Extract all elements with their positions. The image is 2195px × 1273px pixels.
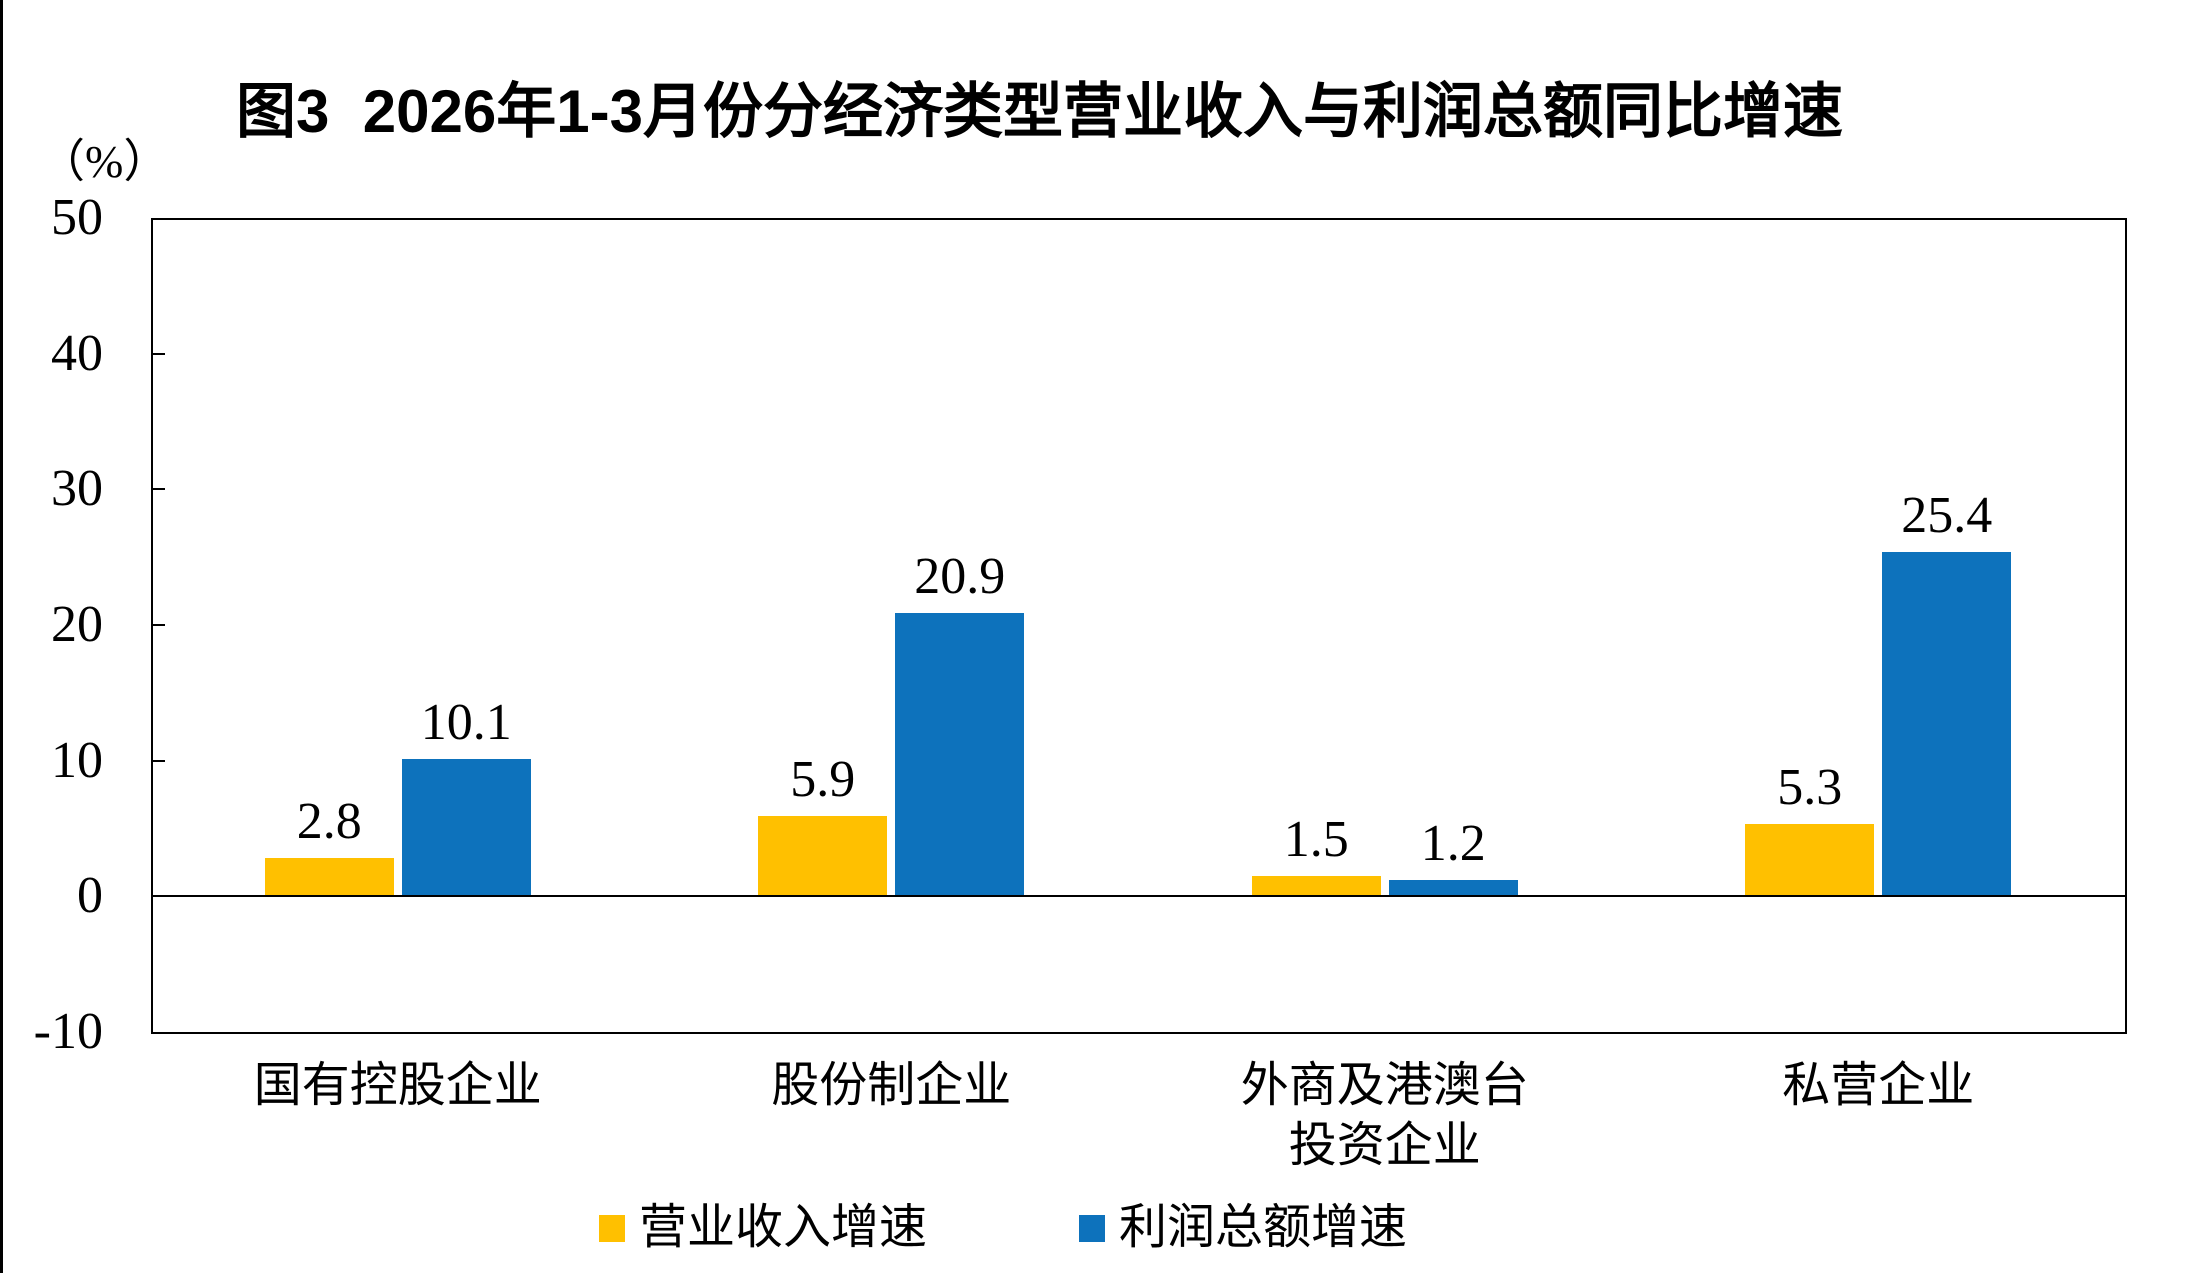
bar-value-label: 5.9 bbox=[790, 751, 856, 808]
y-tick-mark bbox=[151, 488, 165, 491]
bar bbox=[1251, 876, 1381, 896]
y-tick-label: 0 bbox=[77, 867, 103, 925]
bar bbox=[758, 816, 888, 896]
bar-value-label: 10.1 bbox=[420, 694, 512, 751]
y-tick-label: 10 bbox=[51, 731, 103, 789]
legend: 营业收入增速 利润总额增速 bbox=[599, 1200, 1407, 1256]
bar-value-label: 20.9 bbox=[914, 548, 1006, 605]
bar-value-label: 1.5 bbox=[1283, 811, 1349, 868]
bar bbox=[1388, 880, 1518, 896]
bar bbox=[1745, 824, 1875, 896]
y-tick-mark bbox=[151, 759, 165, 762]
bar bbox=[1882, 552, 2012, 896]
bar bbox=[895, 613, 1025, 896]
y-axis-unit-label: （%） bbox=[39, 136, 170, 187]
x-category-label: 外商及港澳台 投资企业 bbox=[1240, 1059, 1529, 1172]
chart-title: 图3 2026年1-3月份分经济类型营业收入与利润总额同比增速 bbox=[236, 78, 1843, 145]
x-category-label: 股份制企业 bbox=[771, 1059, 1012, 1112]
y-tick-label: 30 bbox=[51, 460, 103, 518]
zero-axis-line bbox=[151, 895, 2125, 897]
x-category-label: 国有控股企业 bbox=[253, 1059, 542, 1112]
legend-swatch-icon bbox=[599, 1214, 625, 1242]
bar-value-label: 5.3 bbox=[1777, 759, 1843, 816]
y-tick-mark bbox=[151, 624, 165, 626]
legend-item: 利润总额增速 bbox=[1079, 1200, 1407, 1256]
y-tick-label: 20 bbox=[51, 596, 103, 653]
y-tick-mark bbox=[151, 352, 165, 355]
bar bbox=[264, 858, 394, 896]
plot-area bbox=[151, 218, 2127, 1034]
legend-label: 营业收入增速 bbox=[639, 1201, 928, 1254]
bar bbox=[401, 759, 531, 896]
y-tick-label: -10 bbox=[33, 1003, 103, 1060]
legend-item: 营业收入增速 bbox=[599, 1200, 927, 1256]
y-tick-label: 40 bbox=[51, 324, 103, 382]
bar-value-label: 2.8 bbox=[296, 793, 362, 850]
y-tick-label: 50 bbox=[51, 189, 103, 246]
bar-value-label: 1.2 bbox=[1420, 815, 1486, 872]
legend-swatch-icon bbox=[1079, 1214, 1106, 1242]
bar-value-label: 25.4 bbox=[1901, 487, 1993, 544]
x-category-label: 私营企业 bbox=[1782, 1059, 1975, 1112]
legend-label: 利润总额增速 bbox=[1119, 1201, 1408, 1254]
